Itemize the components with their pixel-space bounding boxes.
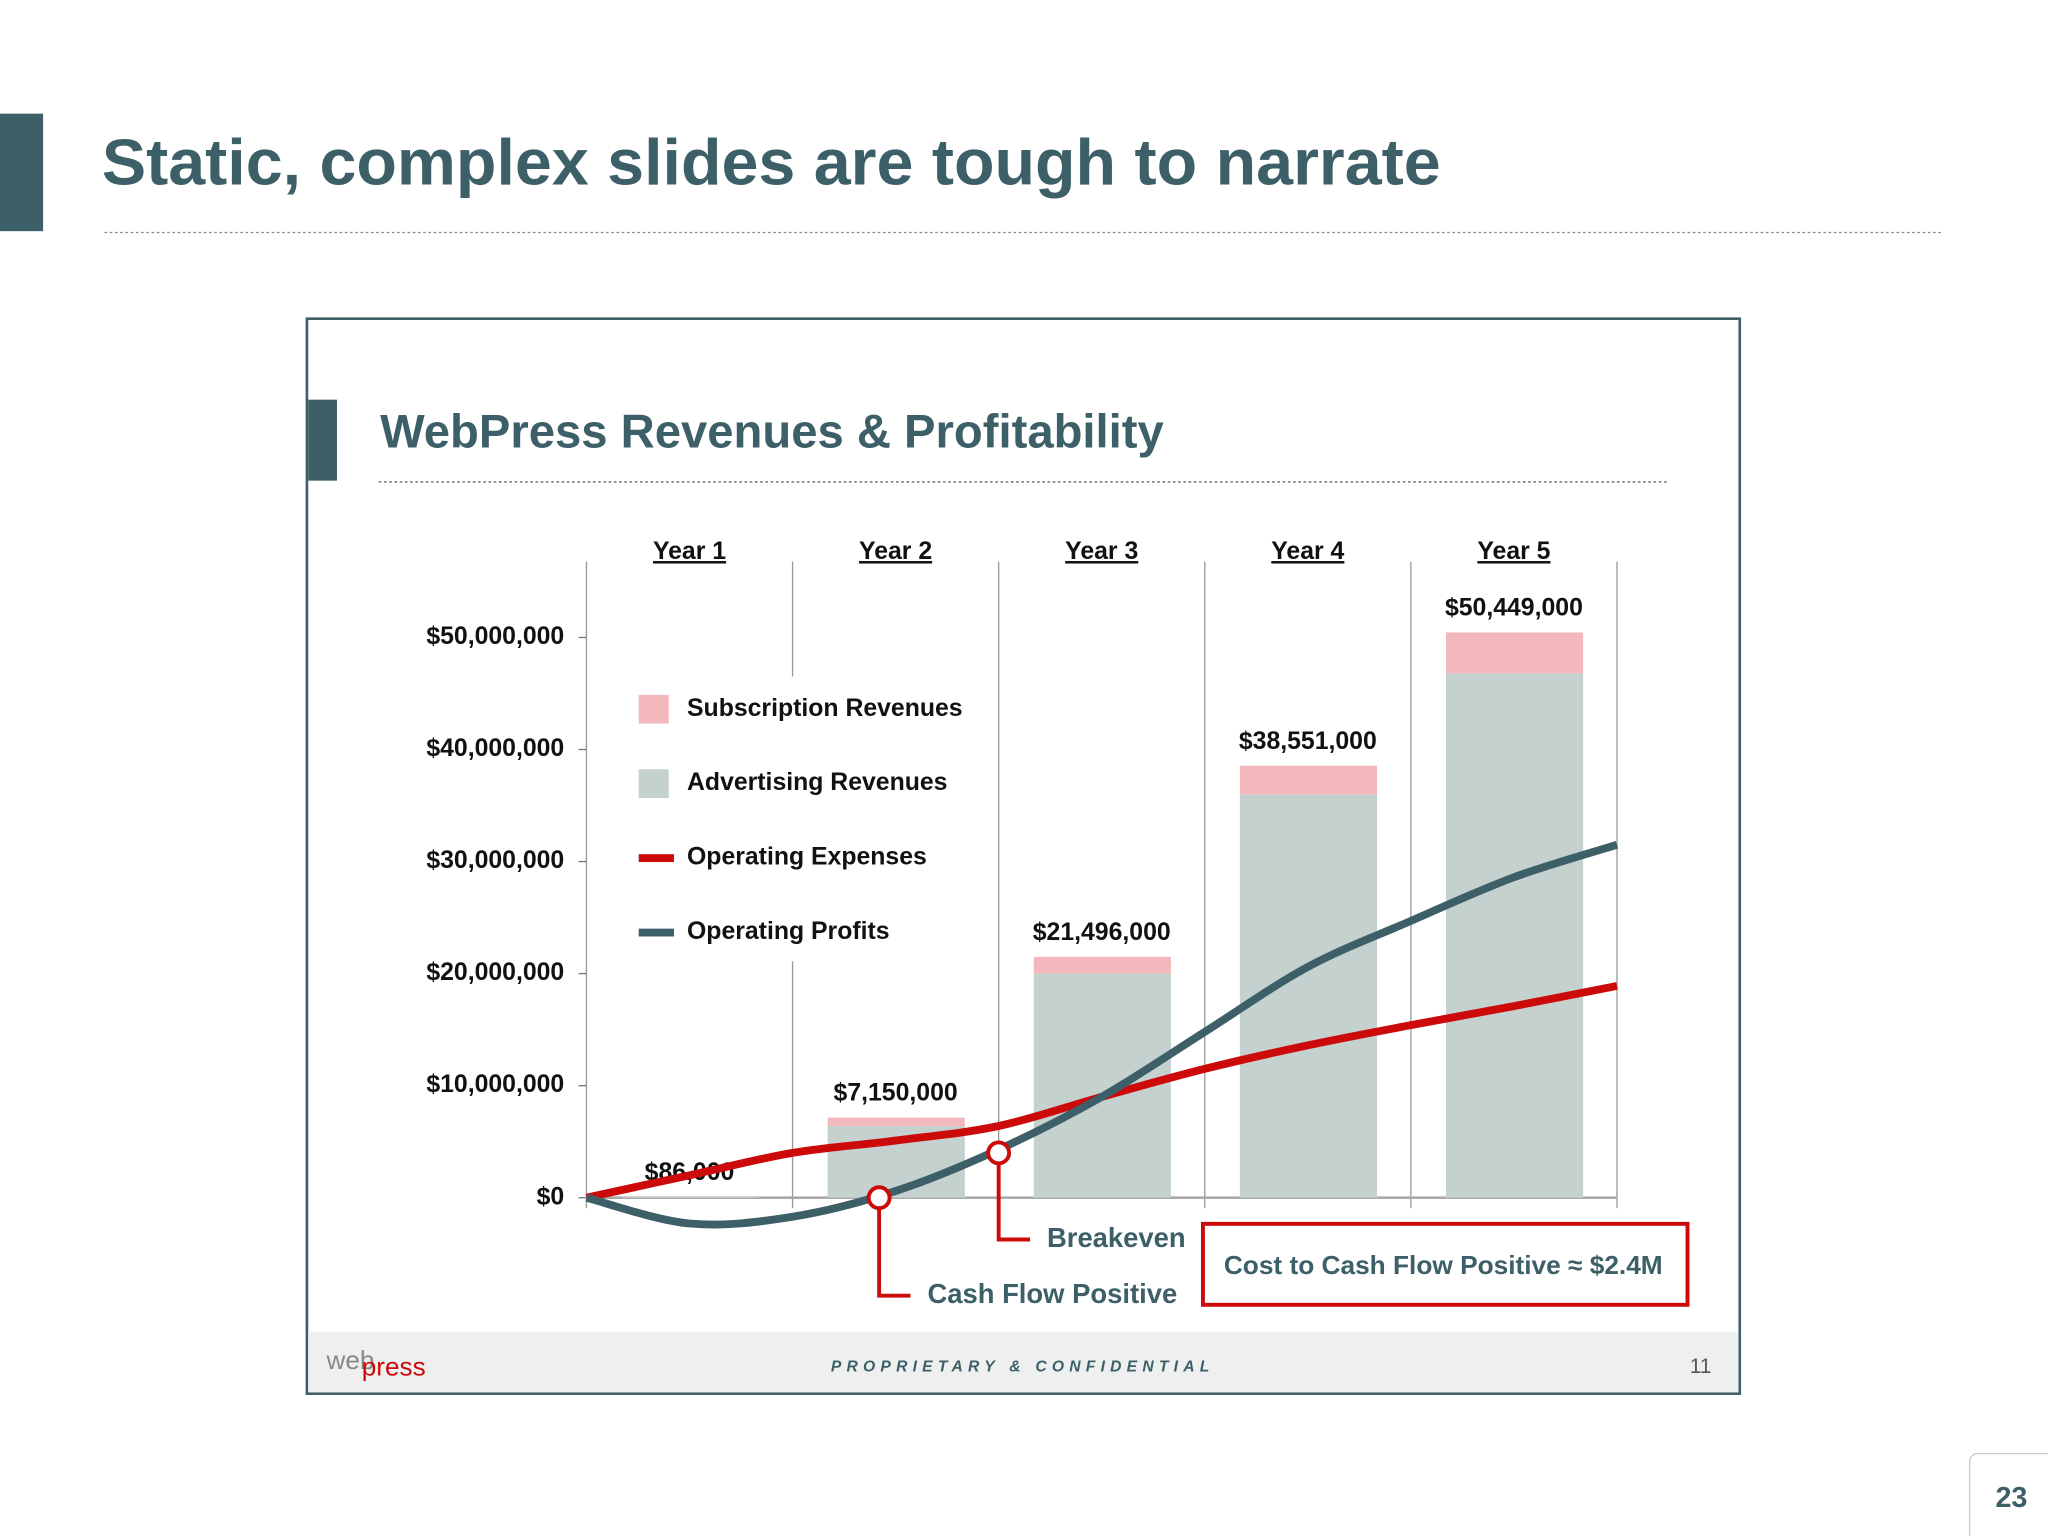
logo-press: press: [362, 1352, 426, 1382]
annotation-marker: [866, 1185, 892, 1211]
y-tick-label: $20,000,000: [426, 959, 564, 986]
bar-segment: [1033, 956, 1171, 974]
callout-line: [996, 1152, 1031, 1242]
line-series: [585, 841, 1619, 1229]
x-category-label: Year 1: [653, 538, 726, 565]
footer-band: [308, 1332, 1739, 1393]
bar-segment: [1446, 673, 1584, 1198]
y-tick-label: $10,000,000: [426, 1071, 564, 1098]
bar-segment: [621, 1196, 759, 1198]
total-label: $50,449,000: [1445, 594, 1583, 621]
x-category-label: Year 4: [1271, 538, 1344, 565]
annotation-marker: [986, 1140, 1012, 1166]
y-tick-label: $0: [537, 1183, 565, 1210]
bar-segment: [1446, 632, 1584, 674]
legend-label: Subscription Revenues: [687, 695, 963, 722]
callout-line: [877, 1197, 911, 1298]
x-category-label: Year 3: [1065, 538, 1138, 565]
legend-label: Operating Profits: [687, 918, 890, 945]
legend-swatch: [638, 928, 674, 937]
logo-web: web: [326, 1345, 375, 1375]
callout-box: [1200, 1221, 1690, 1307]
y-tick-label: $50,000,000: [426, 623, 564, 650]
slide-title: Static, complex slides are tough to narr…: [102, 125, 1441, 198]
y-tick-label: $30,000,000: [426, 847, 564, 874]
legend-background: [629, 676, 972, 962]
footer-text: PROPRIETARY & CONFIDENTIAL: [831, 1359, 1215, 1376]
bar-segment: [827, 1117, 965, 1127]
x-category-label: Year 5: [1477, 538, 1550, 565]
legend-swatch: [638, 694, 669, 724]
total-label: $38,551,000: [1239, 728, 1377, 755]
page-number-box: [1968, 1453, 2048, 1536]
embedded-page-number: 11: [1690, 1355, 1712, 1378]
legend-swatch: [638, 854, 674, 863]
y-tick-label: $40,000,000: [426, 735, 564, 762]
legend-label: Advertising Revenues: [687, 769, 947, 796]
annotation-label: Breakeven: [1047, 1222, 1186, 1253]
chart: $0 $10,000,000 $20,000,000 $30,000,000 $40,0…: [426, 538, 1690, 1309]
total-label: $7,150,000: [834, 1080, 958, 1107]
title-accent: [0, 113, 44, 232]
embedded-title-accent: [308, 399, 337, 481]
legend-swatch: [638, 769, 669, 799]
bar-segment: [1239, 765, 1378, 795]
embedded-title: WebPress Revenues & Profitability: [380, 404, 1164, 457]
annotation-label: Cash Flow Positive: [927, 1278, 1177, 1309]
x-category-label: Year 2: [859, 538, 932, 565]
page-number: 23: [1995, 1482, 2027, 1514]
total-label: $21,496,000: [1033, 919, 1171, 946]
legend-label: Operating Expenses: [687, 844, 927, 871]
callout-text: Cost to Cash Flow Positive ≈ $2.4M: [1224, 1250, 1663, 1280]
